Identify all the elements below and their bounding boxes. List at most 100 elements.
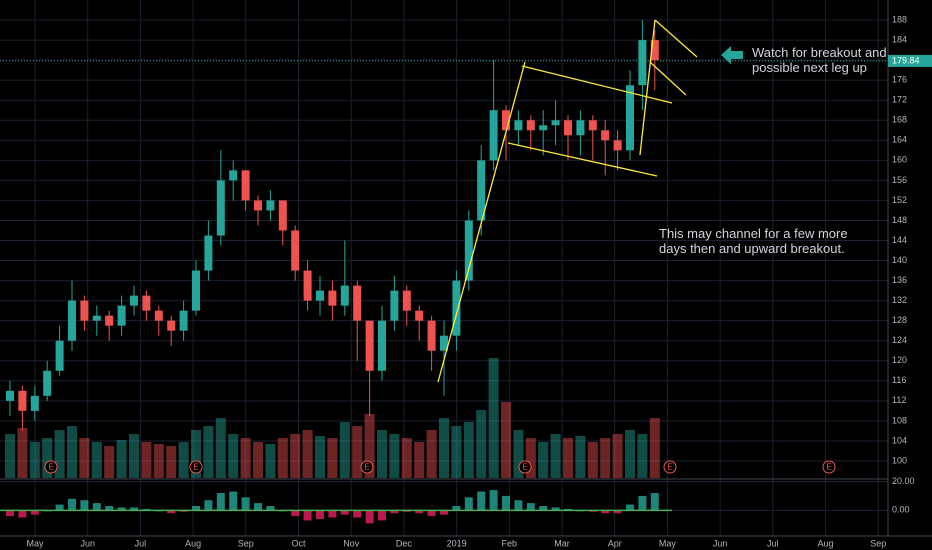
y-tick-label: 124 bbox=[892, 335, 907, 345]
x-tick-label: May bbox=[26, 538, 44, 548]
macd-bar bbox=[316, 510, 324, 519]
annotation: days then and upward breakout. bbox=[659, 241, 845, 256]
x-tick-label: Dec bbox=[396, 538, 413, 548]
volume-bar bbox=[253, 442, 263, 478]
candle-body bbox=[204, 235, 213, 271]
macd-bar bbox=[464, 497, 473, 511]
volume-bar bbox=[401, 438, 412, 478]
macd-bar bbox=[117, 507, 126, 511]
candle-body bbox=[130, 295, 138, 306]
macd-bar bbox=[613, 510, 622, 514]
volume-bar bbox=[339, 422, 350, 478]
x-tick-label: Jun bbox=[713, 538, 728, 548]
candle-body bbox=[328, 290, 337, 306]
volume-bar bbox=[228, 434, 239, 478]
volume-bar bbox=[265, 444, 276, 478]
y-tick-label: 140 bbox=[892, 255, 907, 265]
x-tick-label: May bbox=[659, 538, 677, 548]
volume-bar bbox=[488, 358, 499, 478]
candle-body bbox=[303, 270, 312, 301]
macd-bar bbox=[452, 506, 461, 511]
volume-bar bbox=[104, 446, 115, 478]
volume-bar bbox=[203, 426, 214, 478]
earnings-marker bbox=[189, 460, 203, 474]
macd-bar bbox=[229, 491, 238, 511]
macd-bar bbox=[390, 510, 399, 514]
y-tick-label: 112 bbox=[892, 395, 906, 405]
y2-tick-label: 20.00 bbox=[892, 476, 915, 486]
x-tick-label: Oct bbox=[291, 538, 306, 548]
volume-bar bbox=[67, 426, 77, 478]
annotation: This may channel for a few more bbox=[659, 226, 848, 241]
macd-bar bbox=[130, 507, 138, 511]
volume-bar bbox=[439, 418, 449, 478]
y-tick-label: 184 bbox=[892, 34, 907, 44]
candle-body bbox=[216, 180, 225, 236]
macd-bar bbox=[601, 510, 610, 514]
candle-body bbox=[365, 320, 374, 371]
macd-bar bbox=[526, 503, 535, 511]
volume-bar bbox=[79, 438, 90, 478]
x-tick-label: Mar bbox=[554, 538, 570, 548]
macd-bar bbox=[18, 510, 27, 518]
x-tick-label: Aug bbox=[817, 538, 833, 548]
macd-bar bbox=[415, 510, 424, 514]
earnings-label: E bbox=[364, 463, 369, 472]
earnings-label: E bbox=[48, 463, 53, 472]
macd-bar bbox=[365, 510, 374, 524]
x-tick-label: 2019 bbox=[447, 538, 467, 548]
y-tick-label: 116 bbox=[892, 375, 906, 385]
earnings-marker bbox=[44, 460, 58, 474]
candle-body bbox=[92, 315, 101, 321]
candle-body bbox=[229, 170, 238, 181]
candle-body bbox=[254, 200, 262, 211]
macd-bar bbox=[216, 493, 225, 511]
volume-bar bbox=[54, 430, 65, 478]
candle-body bbox=[626, 85, 634, 151]
y-tick-label: 132 bbox=[892, 295, 907, 305]
volume-bar bbox=[327, 438, 338, 478]
last-price-box bbox=[888, 54, 932, 67]
volume-bar bbox=[501, 402, 511, 478]
volume-bar bbox=[463, 422, 474, 478]
macd-bar bbox=[353, 510, 362, 518]
candle-body bbox=[179, 310, 188, 331]
candle-body bbox=[30, 395, 39, 411]
y-tick-label: 168 bbox=[892, 115, 907, 125]
volume-bar bbox=[364, 414, 375, 478]
x-tick-label: Sep bbox=[870, 538, 886, 548]
volume-bar bbox=[649, 418, 660, 478]
macd-bar bbox=[266, 506, 275, 511]
volume-bar bbox=[587, 442, 598, 478]
marks bbox=[0, 20, 672, 524]
y-tick-label: 108 bbox=[892, 415, 907, 425]
candle-body bbox=[601, 130, 610, 141]
candle-body bbox=[378, 320, 386, 371]
volume-bar bbox=[538, 442, 549, 478]
x-tick-label: Nov bbox=[343, 538, 360, 548]
y-tick-label: 160 bbox=[892, 155, 907, 165]
y-tick-label: 156 bbox=[892, 175, 907, 185]
macd-bar bbox=[440, 510, 448, 515]
candle-body bbox=[489, 110, 498, 161]
candle-body bbox=[539, 125, 548, 131]
candle-body bbox=[105, 315, 114, 326]
volume-bar bbox=[290, 434, 301, 478]
candle-body bbox=[427, 320, 436, 351]
volume-bar bbox=[513, 430, 524, 478]
candle-body bbox=[638, 40, 647, 86]
volume-bar bbox=[153, 444, 164, 478]
candle-body bbox=[526, 120, 535, 131]
volume-bar bbox=[600, 438, 611, 478]
y-tick-label: 120 bbox=[892, 355, 907, 365]
volume-bar bbox=[141, 442, 152, 478]
candle-body bbox=[55, 340, 64, 371]
earnings-label: E bbox=[826, 463, 831, 472]
volume-bar bbox=[29, 442, 40, 478]
y-tick-label: 128 bbox=[892, 315, 907, 325]
macd-bar bbox=[6, 510, 14, 517]
volume-bar bbox=[612, 434, 623, 478]
x-tick-label: Jul bbox=[767, 538, 779, 548]
